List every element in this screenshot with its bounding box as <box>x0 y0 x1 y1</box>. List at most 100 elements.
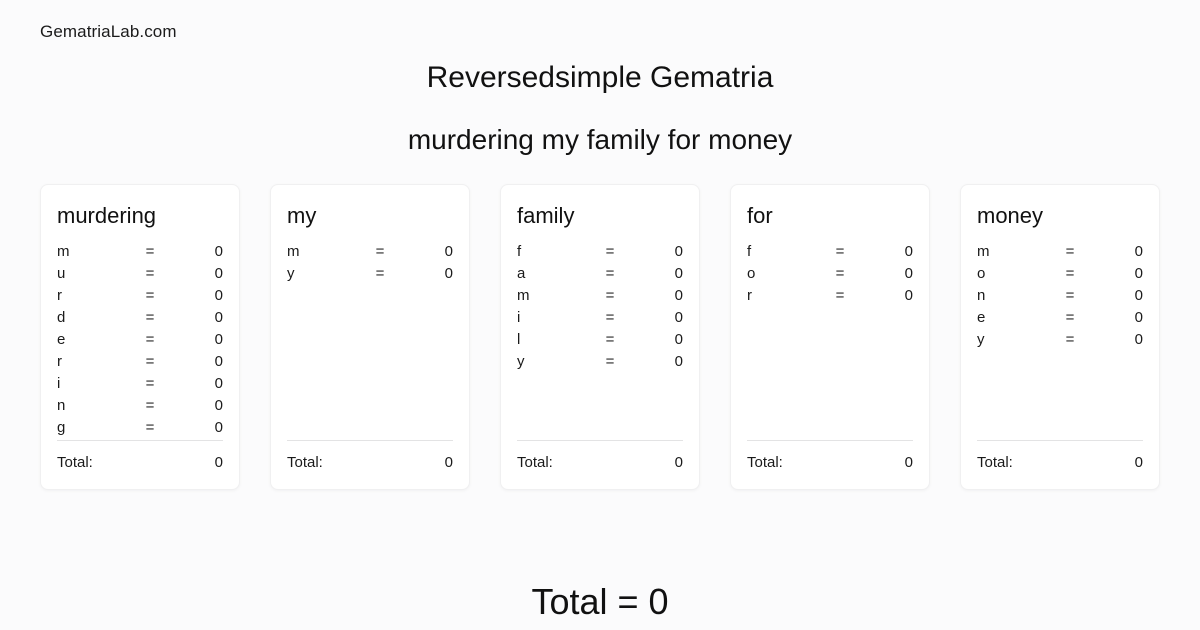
letter-value: 0 <box>674 331 683 348</box>
letter-row: o = 0 <box>975 263 1145 285</box>
word-card: my m = 0 y = 0 Total: 0 <box>270 184 470 490</box>
letter-rows: f = 0 o = 0 r = 0 <box>745 241 915 440</box>
letter-row: r = 0 <box>745 285 915 307</box>
equals-sign: = <box>835 287 845 304</box>
card-total-value: 0 <box>444 454 453 471</box>
letter-value: 0 <box>444 265 453 282</box>
equals-sign: = <box>1065 331 1075 348</box>
card-total-row: Total: 0 <box>515 453 685 475</box>
letter-char: e <box>57 331 66 348</box>
equals-sign: = <box>145 265 155 282</box>
letter-value: 0 <box>214 243 223 260</box>
word-title: murdering <box>57 203 157 228</box>
letter-char: i <box>57 375 61 392</box>
letter-value: 0 <box>1134 265 1143 282</box>
letter-char: n <box>977 287 986 304</box>
letter-value: 0 <box>214 265 223 282</box>
word-card: family f = 0 a = 0 m = 0 i = 0 l = 0 y = 0 Total: 0 <box>500 184 700 490</box>
letter-value: 0 <box>904 265 913 282</box>
letter-value: 0 <box>674 309 683 326</box>
letter-char: y <box>287 265 295 282</box>
card-total-row: Total: 0 <box>285 453 455 475</box>
equals-sign: = <box>1065 243 1075 260</box>
equals-sign: = <box>375 265 385 282</box>
equals-sign: = <box>145 287 155 304</box>
letter-row: e = 0 <box>55 329 225 351</box>
equals-sign: = <box>605 243 615 260</box>
letter-char: r <box>57 287 62 304</box>
letter-row: e = 0 <box>975 307 1145 329</box>
letter-char: i <box>517 309 521 326</box>
letter-value: 0 <box>214 375 223 392</box>
letter-rows: m = 0 o = 0 n = 0 e = 0 y = 0 <box>975 241 1145 440</box>
letter-row: n = 0 <box>975 285 1145 307</box>
equals-sign: = <box>145 243 155 260</box>
card-divider <box>977 440 1143 441</box>
letter-rows: m = 0 u = 0 r = 0 d = 0 e = 0 r = 0 i = 0 n = 0 g = 0 <box>55 241 225 440</box>
letter-char: u <box>57 265 66 282</box>
letter-row: f = 0 <box>515 241 685 263</box>
letter-char: f <box>747 243 752 260</box>
letter-row: m = 0 <box>515 285 685 307</box>
page-title: Reversedsimple Gematria <box>426 61 774 94</box>
letter-row: f = 0 <box>745 241 915 263</box>
letter-row: u = 0 <box>55 263 225 285</box>
letter-value: 0 <box>674 287 683 304</box>
letter-row: m = 0 <box>285 241 455 263</box>
letter-char: m <box>517 287 530 304</box>
card-total-label: Total: <box>517 454 553 471</box>
equals-sign: = <box>145 397 155 414</box>
letter-row: d = 0 <box>55 307 225 329</box>
word-card: murdering m = 0 u = 0 r = 0 d = 0 e = 0 r = 0 i = 0 n = 0 g = 0 Tota… <box>40 184 240 490</box>
letter-rows: f = 0 a = 0 m = 0 i = 0 l = 0 y = 0 <box>515 241 685 440</box>
card-total-row: Total: 0 <box>975 453 1145 475</box>
letter-char: y <box>977 331 985 348</box>
letter-char: r <box>747 287 752 304</box>
card-divider <box>287 440 453 441</box>
card-total-value: 0 <box>214 454 223 471</box>
letter-char: d <box>57 309 66 326</box>
word-title: my <box>287 203 317 228</box>
letter-value: 0 <box>1134 287 1143 304</box>
letter-value: 0 <box>1134 309 1143 326</box>
card-divider <box>747 440 913 441</box>
equals-sign: = <box>145 419 155 436</box>
equals-sign: = <box>605 309 615 326</box>
letter-value: 0 <box>214 287 223 304</box>
letter-value: 0 <box>214 331 223 348</box>
letter-char: a <box>517 265 526 282</box>
letter-value: 0 <box>1134 243 1143 260</box>
letter-row: r = 0 <box>55 351 225 373</box>
letter-row: m = 0 <box>975 241 1145 263</box>
letter-value: 0 <box>1134 331 1143 348</box>
letter-row: a = 0 <box>515 263 685 285</box>
equals-sign: = <box>145 353 155 370</box>
card-total-label: Total: <box>287 454 323 471</box>
letter-row: i = 0 <box>55 373 225 395</box>
letter-row: n = 0 <box>55 395 225 417</box>
letter-row: i = 0 <box>515 307 685 329</box>
card-total-value: 0 <box>1134 454 1143 471</box>
card-total-label: Total: <box>977 454 1013 471</box>
word-title: money <box>977 203 1044 228</box>
site-brand: GematriaLab.com <box>40 22 177 41</box>
letter-char: r <box>57 353 62 370</box>
letter-value: 0 <box>214 353 223 370</box>
word-title: for <box>747 203 773 228</box>
page-phrase: murdering my family for money <box>407 124 793 155</box>
equals-sign: = <box>375 243 385 260</box>
grand-total: Total = 0 <box>531 581 669 622</box>
equals-sign: = <box>145 375 155 392</box>
letter-char: n <box>57 397 66 414</box>
letter-char: g <box>57 419 66 436</box>
letter-char: o <box>747 265 756 282</box>
letter-value: 0 <box>214 309 223 326</box>
letter-value: 0 <box>214 419 223 436</box>
card-total-value: 0 <box>904 454 913 471</box>
equals-sign: = <box>605 265 615 282</box>
letter-rows: m = 0 y = 0 <box>285 241 455 440</box>
equals-sign: = <box>1065 265 1075 282</box>
equals-sign: = <box>605 353 615 370</box>
word-title: family <box>517 203 575 228</box>
equals-sign: = <box>835 265 845 282</box>
